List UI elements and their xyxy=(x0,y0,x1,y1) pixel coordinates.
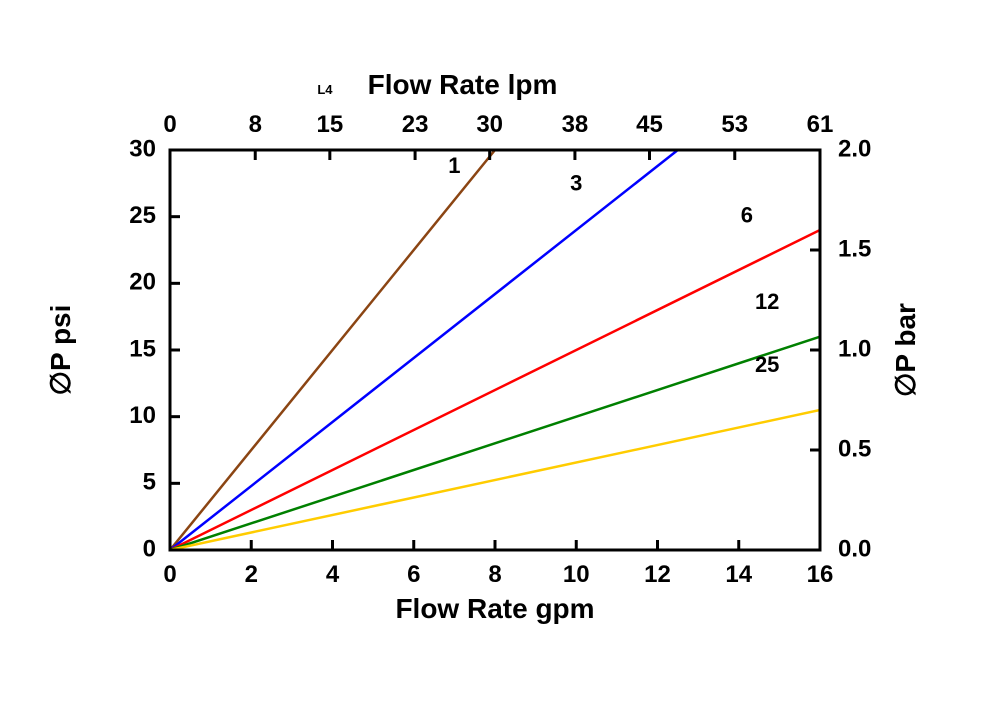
ytick-right-label: 1.5 xyxy=(838,235,871,262)
xtick-top-label: 0 xyxy=(163,111,176,138)
xtick-top-label: 8 xyxy=(249,111,262,138)
x-bottom-title: Flow Rate gpm xyxy=(395,593,594,624)
xtick-top-label: 30 xyxy=(476,111,503,138)
xtick-bottom-label: 6 xyxy=(407,561,420,588)
xtick-bottom-label: 16 xyxy=(807,561,834,588)
pressure-vs-flow-chart: 1 3 6 12 25 0 2 4 6 8 10 12 14 16 0 8 15 23 30 38 45 53 61 0 5 10… xyxy=(0,0,996,708)
ytick-right-label: 0.0 xyxy=(838,535,871,562)
ytick-left-label: 5 xyxy=(143,469,156,496)
ytick-left-label: 15 xyxy=(129,335,156,362)
xtick-top-label: 23 xyxy=(402,111,429,138)
xtick-bottom-label: 8 xyxy=(488,561,501,588)
series-label: 25 xyxy=(755,352,779,377)
x-top-title: Flow Rate lpm xyxy=(368,69,558,100)
y-left-title: ∅P psi xyxy=(45,305,76,396)
ytick-right-label: 0.5 xyxy=(838,435,871,462)
xtick-bottom-label: 12 xyxy=(644,561,671,588)
ytick-right-label: 1.0 xyxy=(838,335,871,362)
xtick-bottom-label: 2 xyxy=(245,561,258,588)
ytick-right-label: 2.0 xyxy=(838,135,871,162)
xtick-top-label: 61 xyxy=(807,111,834,138)
ytick-left-label: 10 xyxy=(129,402,156,429)
series-label: 1 xyxy=(448,153,460,178)
ytick-left-label: 25 xyxy=(129,202,156,229)
xtick-top-label: 15 xyxy=(316,111,343,138)
xtick-top-label: 45 xyxy=(636,111,663,138)
xtick-bottom-label: 0 xyxy=(163,561,176,588)
ytick-left-label: 0 xyxy=(143,535,156,562)
series-label: 6 xyxy=(741,202,753,227)
ytick-left-label: 20 xyxy=(129,269,156,296)
y-right-title: ∅P bar xyxy=(890,303,921,397)
xtick-bottom-label: 4 xyxy=(326,561,340,588)
xtick-bottom-label: 10 xyxy=(563,561,590,588)
series-label: 12 xyxy=(755,289,779,314)
xtick-bottom-label: 14 xyxy=(725,561,752,588)
ytick-left-label: 30 xyxy=(129,135,156,162)
xtick-top-label: 53 xyxy=(721,111,748,138)
top-badge: L4 xyxy=(317,82,333,97)
xtick-top-label: 38 xyxy=(562,111,589,138)
series-label: 3 xyxy=(570,170,582,195)
